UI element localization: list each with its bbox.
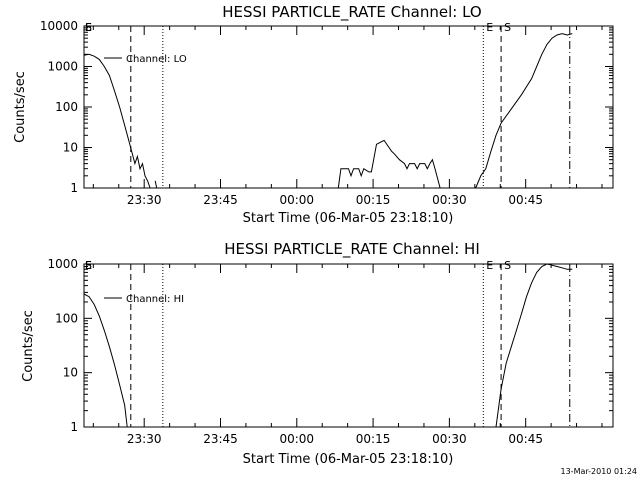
x-tick-label: 00:45 [508, 193, 543, 207]
x-tick-label: 00:30 [432, 432, 467, 446]
event-marker-label: E [85, 259, 92, 272]
x-tick-label: 00:30 [432, 193, 467, 207]
chart-title: HESSI PARTICLE_RATE Channel: HI [224, 240, 480, 259]
x-tick-label: 23:30 [127, 193, 162, 207]
series-line [337, 139, 441, 189]
event-marker-label: S [85, 21, 92, 34]
y-tick-label: 100 [55, 311, 78, 325]
event-marker-label: E [486, 259, 493, 272]
series-line [83, 53, 151, 189]
legend: Channel: LO [104, 54, 187, 65]
x-axis-ticks: 23:30 23:45 00:00 00:15 00:30 00:45 [92, 26, 603, 207]
y-tick-label: 1 [70, 181, 78, 195]
event-markers: ES E S [85, 21, 571, 188]
x-tick-label: 00:00 [279, 193, 314, 207]
event-marker-label: S [504, 21, 511, 34]
series-line [154, 180, 158, 189]
x-tick-label: 23:30 [127, 432, 162, 446]
x-tick-label: 00:15 [356, 193, 391, 207]
y-axis-label: Counts/sec [13, 71, 28, 143]
event-marker-label: S [504, 259, 511, 272]
event-marker-label: E [486, 21, 493, 34]
event-markers: ES E S [85, 259, 571, 427]
series-line [475, 33, 573, 189]
chart-title: HESSI PARTICLE_RATE Channel: LO [222, 3, 481, 22]
y-tick-label: 1000 [47, 257, 78, 271]
event-marker-label: E [85, 21, 92, 34]
x-tick-label: 00:00 [279, 432, 314, 446]
y-tick-label: 10 [63, 141, 78, 155]
y-axis-ticks: 1 10 100 1000 10000 [40, 19, 613, 195]
x-axis-label: Start Time (06-Mar-05 23:18:10) [243, 211, 454, 226]
data-series [83, 33, 573, 189]
chart-panel-hi: HESSI PARTICLE_RATE Channel: HI ES E S 110… [21, 240, 614, 467]
y-tick-label: 1000 [47, 60, 78, 74]
legend-label: Channel: HI [126, 294, 184, 305]
x-axis-ticks: 23:30 23:45 00:00 00:15 00:30 00:45 [92, 264, 603, 446]
x-tick-label: 00:45 [508, 432, 543, 446]
y-tick-label: 100 [55, 100, 78, 114]
y-tick-label: 10000 [40, 19, 78, 33]
y-tick-label: 1 [70, 420, 78, 434]
event-marker-label: S [85, 259, 92, 272]
plot-frame [83, 25, 614, 189]
x-axis-label: Start Time (06-Mar-05 23:18:10) [243, 452, 454, 467]
series-line [83, 293, 128, 428]
series-line [495, 263, 573, 428]
footer-timestamp: 13-Mar-2010 01:24 [561, 467, 638, 476]
x-tick-label: 00:15 [356, 432, 391, 446]
plot-frame [83, 263, 614, 428]
x-tick-label: 23:45 [203, 432, 238, 446]
data-series [83, 263, 573, 428]
y-tick-label: 10 [63, 366, 78, 380]
y-axis-ticks: 1 10 100 1000 [47, 257, 613, 434]
y-axis-label: Counts/sec [21, 310, 36, 382]
legend-label: Channel: LO [126, 54, 187, 65]
legend: Channel: HI [104, 294, 184, 305]
chart-panel-lo: HESSI PARTICLE_RATE Channel: LO ES E S 110… [13, 3, 614, 226]
x-tick-label: 23:45 [203, 193, 238, 207]
